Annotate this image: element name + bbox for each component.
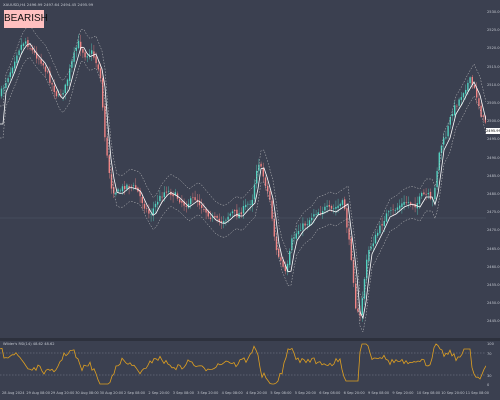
oscillator-line (0, 343, 486, 385)
current-price-tag: 2495.99 (486, 128, 500, 134)
price-axis-label: 2460.00 (487, 264, 500, 269)
price-axis-label: 2490.00 (487, 155, 500, 160)
symbol-info: XAUUSD,H4 2496.99 2497.64 2494.45 2495.9… (3, 2, 94, 7)
price-axis-label: 2475.00 (487, 210, 500, 215)
time-axis-label: 29 Aug 08:00 (26, 391, 50, 395)
time-axis-label: 9 Sep 20:00 (392, 391, 414, 395)
price-axis-label: 2455.00 (487, 283, 500, 287)
time-axis-label: 4 Sep 08:00 (221, 391, 243, 395)
envelope-lower-band (0, 57, 486, 333)
price-axis-label: 2465.00 (487, 246, 500, 251)
price-axis-label: 2445.00 (487, 319, 500, 324)
price-axis-label: 2515.00 (487, 64, 500, 69)
oscillator-chart[interactable] (0, 341, 486, 387)
time-axis-label: 9 Sep 08:00 (368, 391, 390, 395)
time-axis-label: 11 Sep 08:00 (465, 391, 489, 395)
price-axis-label: 2500.00 (487, 119, 500, 124)
time-axis-label: 2 Sep 08:00 (124, 391, 146, 395)
oscillator-info: Wilder's RSI(14) 48.62 48.62 (3, 342, 55, 346)
signal-badge: BEARISH (4, 10, 48, 28)
price-axis-label: 2510.00 (487, 82, 500, 87)
price-axis-label: 2525.00 (487, 28, 500, 33)
osc-axis-label: 0 (487, 383, 490, 387)
price-axis-label: 2480.00 (487, 192, 500, 196)
price-chart[interactable] (0, 0, 486, 338)
time-axis-label: 29 Aug 20:00 (50, 391, 75, 395)
price-axis-label: 2470.00 (487, 228, 500, 233)
time-axis-label: 10 Sep 20:00 (441, 391, 465, 395)
price-axis-label: 2505.00 (487, 101, 500, 105)
time-axis-label: 28 Aug 2024 (2, 391, 25, 395)
time-axis-label: 6 Sep 08:00 (319, 391, 341, 395)
osc-axis-label: 30 (487, 374, 492, 378)
time-axis-label: 5 Sep 20:00 (294, 391, 316, 395)
time-axis-label: 5 Sep 08:00 (270, 391, 292, 395)
time-axis-label: 2 Sep 20:00 (148, 391, 170, 395)
time-axis-label: 3 Sep 20:00 (197, 391, 219, 395)
time-axis-label: 30 Aug 20:00 (99, 391, 124, 395)
candlesticks (0, 34, 486, 322)
time-axis-label: 3 Sep 08:00 (172, 391, 194, 395)
price-axis-label: 2495.00 (487, 137, 500, 142)
time-axis-label: 6 Sep 20:00 (343, 391, 365, 395)
osc-axis-label: 100 (487, 342, 494, 346)
price-axis-label: 2530.00 (487, 10, 500, 14)
price-axis-label: 2450.00 (487, 301, 500, 306)
price-axis-label: 2485.00 (487, 173, 500, 178)
moving-average-line (0, 42, 486, 320)
osc-axis-label: 70 (487, 352, 492, 356)
time-axis-label: 10 Sep 08:00 (416, 391, 441, 395)
price-axis-label: 2520.00 (487, 46, 500, 51)
time-axis-label: 30 Aug 08:00 (75, 391, 99, 395)
envelope-upper-band (0, 25, 486, 301)
panel-separator[interactable] (0, 338, 500, 341)
time-axis-label: 4 Sep 20:00 (246, 391, 268, 395)
